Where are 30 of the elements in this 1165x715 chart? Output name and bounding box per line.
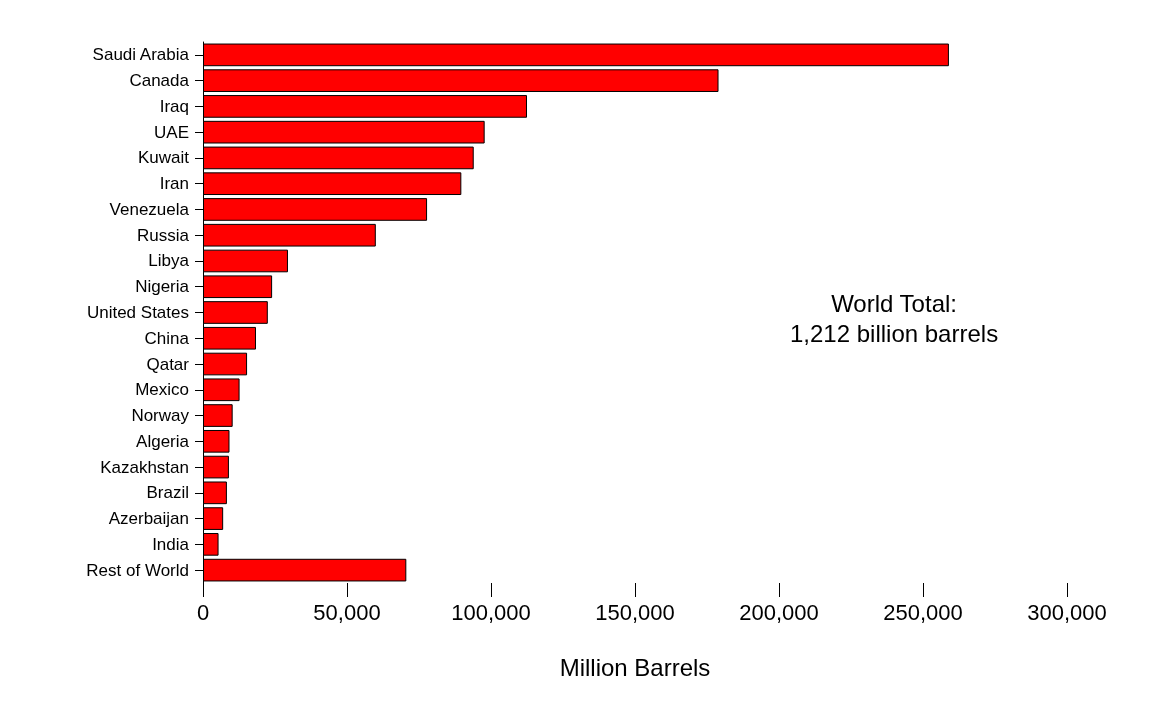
- y-tick-label: Venezuela: [109, 199, 190, 219]
- y-tick-label: Canada: [129, 71, 190, 91]
- y-tick-label: Iran: [159, 174, 189, 194]
- x-tick-label: 50,000: [313, 599, 381, 625]
- annotation: World Total: 1,212 billion barrels: [790, 289, 999, 347]
- x-tick-label: 0: [196, 599, 210, 625]
- x-tick-label: 150,000: [595, 599, 675, 625]
- y-tick-label: Iraq: [159, 96, 189, 116]
- x-tick-label: 250,000: [883, 599, 963, 625]
- y-tick-label: United States: [86, 303, 189, 322]
- y-tick-label: Libya: [148, 251, 190, 271]
- y-tick-label: Russia: [137, 225, 190, 245]
- y-tick-label: Norway: [131, 406, 190, 426]
- y-tick-label: Azerbaijan: [108, 509, 189, 529]
- y-tick-label: Brazil: [146, 483, 189, 503]
- y-tick-label: India: [152, 534, 190, 554]
- y-tick-label: Kazakhstan: [100, 457, 189, 477]
- y-tick-label: Kuwait: [137, 148, 190, 168]
- x-axis-title: Million Barrels: [559, 653, 711, 681]
- x-tick-label: 100,000: [451, 599, 531, 625]
- y-tick-label: Saudi Arabia: [92, 45, 190, 65]
- y-tick-label: Algeria: [136, 431, 190, 451]
- y-tick-label: Rest of World: [86, 560, 189, 580]
- y-tick-label: Nigeria: [135, 277, 190, 297]
- y-tick-label: Mexico: [135, 380, 189, 400]
- x-tick-label: 300,000: [1027, 599, 1107, 625]
- x-tick-label: 200,000: [739, 599, 819, 625]
- y-tick-label: Qatar: [146, 354, 190, 374]
- y-tick-label: UAE: [154, 122, 189, 142]
- y-tick-label: China: [144, 328, 190, 348]
